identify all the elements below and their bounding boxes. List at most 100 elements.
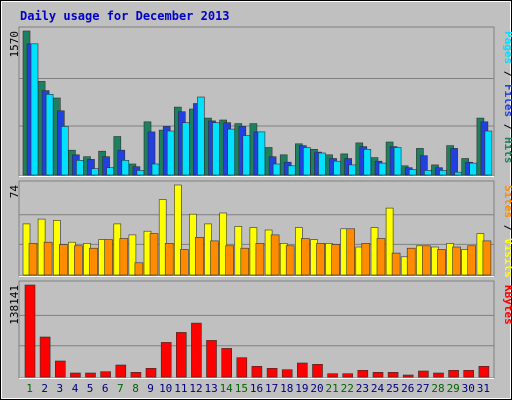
- day-label-1: 1: [26, 382, 33, 395]
- sites-bar-day-7: [119, 238, 129, 276]
- sites-bar-day-12: [195, 237, 204, 276]
- kbytes-bar-day-27: [418, 370, 429, 378]
- kbytes-bar-day-13: [206, 340, 217, 378]
- pages-bar-day-29: [454, 171, 462, 176]
- panel-plot-area: [18, 280, 495, 379]
- kbytes-bar-day-7: [115, 364, 127, 378]
- sites-bar-day-8: [134, 262, 144, 276]
- sites-bar-day-16: [255, 243, 265, 276]
- sites-bar-day-24: [376, 238, 386, 276]
- pages-bar-day-26: [408, 169, 417, 176]
- sites-bar-day-6: [104, 239, 113, 276]
- sites-bar-day-30: [467, 245, 477, 276]
- pages-bar-day-10: [166, 130, 175, 176]
- day-label-25: 25: [386, 382, 399, 395]
- legend-hits: Hits: [502, 137, 512, 164]
- pages-bar-day-18: [287, 165, 296, 176]
- day-label-29: 29: [447, 382, 460, 395]
- sites-bar-day-29: [452, 246, 461, 276]
- sites-bar-day-20: [316, 243, 325, 276]
- pages-bar-day-19: [302, 147, 311, 176]
- day-label-9: 9: [147, 382, 154, 395]
- pages-bar-day-30: [469, 162, 478, 176]
- day-label-20: 20: [310, 382, 323, 395]
- sites-bar-day-27: [422, 245, 431, 276]
- pages-bar-day-23: [363, 149, 372, 176]
- files-bar-day-27: [420, 155, 428, 176]
- day-label-16: 16: [250, 382, 263, 395]
- day-label-6: 6: [102, 382, 109, 395]
- day-label-14: 14: [220, 382, 234, 395]
- day-labels: 1 2 3 4 5 6 7 8 9 10 11 12 13 14 15 16 17 18 19 20 21 22 23 24 2…: [26, 382, 490, 395]
- pages-bar-day-24: [378, 162, 387, 176]
- day-label-10: 10: [159, 382, 172, 395]
- files-bar-day-9: [147, 131, 156, 176]
- sites-bar-day-19: [300, 238, 310, 276]
- day-label-7: 7: [117, 382, 124, 395]
- kbytes-bar-day-30: [463, 369, 475, 378]
- pages-bar-day-4: [76, 160, 84, 176]
- series-hits: [22, 30, 485, 176]
- kbytes-bar-day-9: [145, 367, 157, 378]
- pages-bar-day-17: [272, 163, 281, 176]
- kbytes-bar-day-23: [357, 369, 369, 378]
- panel-axis-legend: KBytes: [502, 285, 512, 325]
- kbytes-bar-day-29: [448, 369, 459, 378]
- files-bar-day-29: [450, 148, 458, 176]
- day-label-21: 21: [325, 382, 338, 395]
- series-sites: [28, 228, 492, 276]
- kbytes-bar-day-18: [281, 369, 293, 378]
- kbytes-bar-day-10: [160, 342, 172, 378]
- visits-bar-day-10: [158, 199, 167, 276]
- series-pages: [30, 43, 493, 176]
- pages-bar-day-14: [227, 128, 235, 176]
- day-label-15: 15: [235, 382, 248, 395]
- pages-bar-day-25: [393, 147, 402, 176]
- visits-bar-day-25: [385, 207, 394, 276]
- sites-bar-day-23: [361, 243, 371, 276]
- sites-bar-day-9: [149, 233, 159, 276]
- chart-panels: 1570 Pages / Files / Hits 74 Sites / Visits…: [8, 26, 512, 379]
- pages-bar-day-28: [439, 170, 447, 176]
- sites-bar-day-3: [58, 244, 68, 276]
- legend-files: Files: [502, 84, 512, 117]
- day-label-2: 2: [41, 382, 48, 395]
- sites-bar-day-10: [164, 243, 174, 276]
- pages-bar-day-21: [333, 160, 341, 176]
- sites-bar-day-21: [331, 244, 340, 276]
- sites-bar-day-2: [43, 241, 53, 276]
- day-label-22: 22: [341, 382, 354, 395]
- kbytes-bar-day-22: [342, 373, 354, 378]
- day-label-12: 12: [189, 382, 202, 395]
- panel-3: 138141 KBytes: [8, 280, 512, 379]
- visits-bar-day-11: [174, 184, 182, 276]
- kbytes-bar-day-19: [296, 362, 308, 378]
- legend--: /: [502, 64, 512, 84]
- kbytes-bar-day-6: [100, 371, 111, 378]
- day-label-27: 27: [416, 382, 429, 395]
- pages-bar-day-1: [30, 43, 39, 176]
- day-label-28: 28: [431, 382, 444, 395]
- day-label-24: 24: [371, 382, 385, 395]
- pages-bar-day-9: [151, 163, 160, 176]
- panel-peak-label: 74: [8, 185, 21, 199]
- series-kbytes: [24, 284, 490, 378]
- day-label-4: 4: [72, 382, 79, 395]
- sites-bar-day-11: [180, 249, 189, 276]
- pages-bar-day-15: [242, 135, 251, 176]
- sites-bar-day-28: [437, 249, 446, 276]
- visits-bar-day-8: [128, 234, 137, 276]
- sites-bar-day-17: [270, 234, 280, 276]
- pages-bar-day-2: [45, 94, 54, 176]
- files-bar-day-6: [102, 156, 110, 176]
- day-label-26: 26: [401, 382, 414, 395]
- kbytes-bar-day-20: [312, 363, 323, 378]
- sites-bar-day-1: [28, 243, 38, 276]
- kbytes-bar-day-14: [221, 348, 232, 378]
- kbytes-bar-day-28: [433, 372, 444, 378]
- kbytes-bar-day-24: [372, 371, 384, 378]
- pages-bar-day-31: [484, 130, 493, 176]
- sites-bar-day-22: [346, 228, 356, 276]
- day-label-8: 8: [132, 382, 139, 395]
- pages-bar-day-5: [91, 168, 99, 176]
